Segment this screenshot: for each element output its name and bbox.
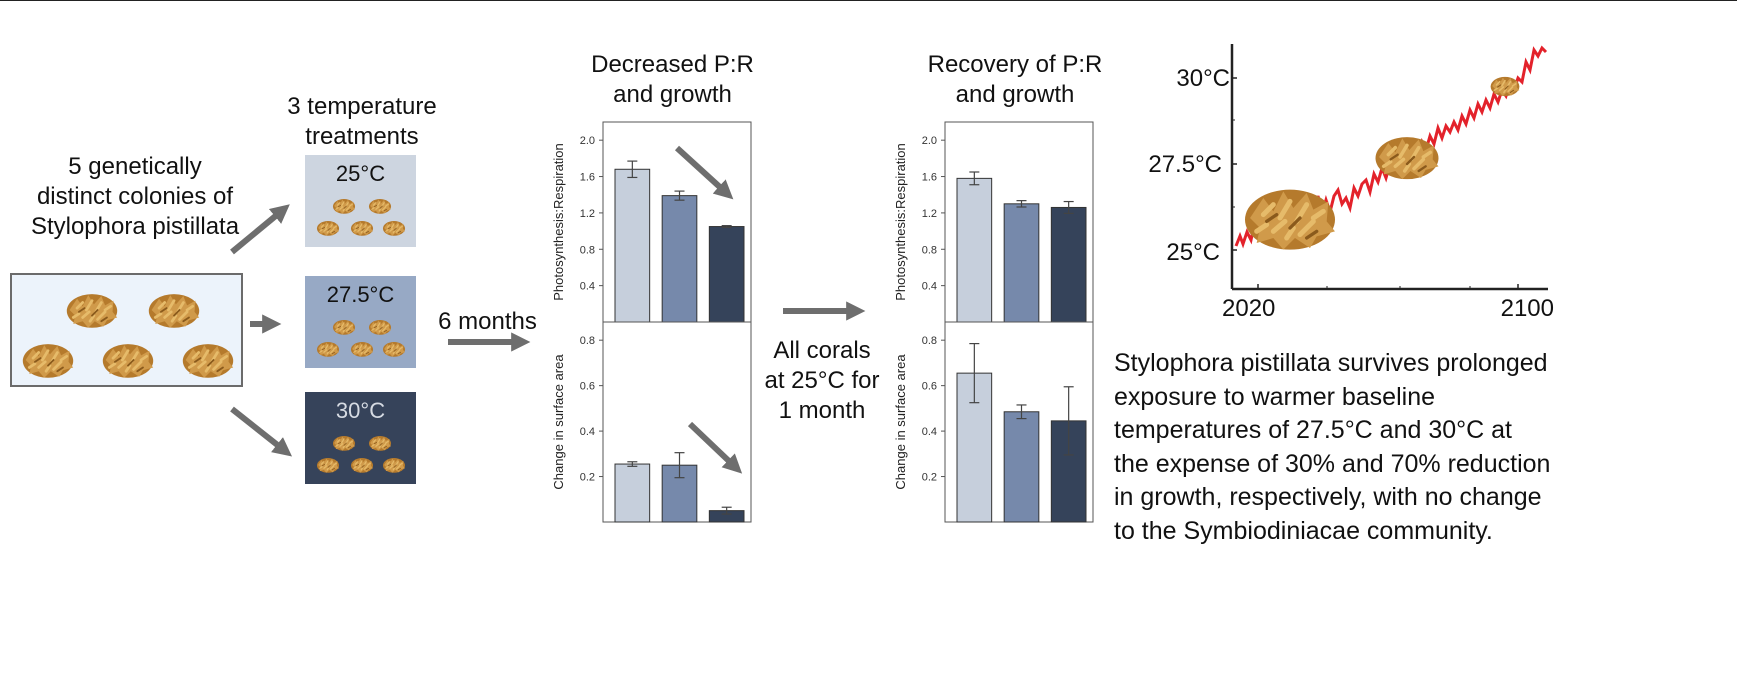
coral-icon-30 (1489, 76, 1521, 97)
y-tick-label: 0.2 (580, 472, 595, 484)
proj-x-2100: 2100 (1500, 295, 1554, 322)
bar-30°C (1050, 206, 1087, 323)
arrow-to-25 (230, 204, 290, 255)
y-axis-label: Photosynthesis:Respiration (551, 143, 566, 301)
y-tick-label: 0.6 (580, 381, 595, 393)
decrease-arrow-pr (674, 145, 734, 200)
summary-text: Stylophora pistillata survives prolonged… (1114, 349, 1551, 545)
arrow-to-30 (230, 406, 293, 457)
chart-pr-6-months: 2.0 1.6 1.2 0.8 0.4 Photosynthesis:Respiratio… (551, 121, 752, 323)
y-tick-label: 0.6 (922, 381, 937, 393)
y-tick-label: 0.4 (922, 426, 937, 438)
treatment-25: 25°C (305, 155, 416, 247)
bar-25°C (614, 168, 651, 323)
y-tick-label: 0.4 (580, 426, 595, 438)
coral-icon-25 (1245, 190, 1335, 250)
y-tick-label: 0.4 (922, 281, 937, 293)
chart-pr-recovery: 2.0 1.6 1.2 0.8 0.4 Photosynthesis:Respiratio… (893, 121, 1094, 323)
y-axis-label: Photosynthesis:Respiration (893, 143, 908, 301)
colonies-label: 5 genetically distinct colonies of Stylo… (30, 153, 240, 240)
proj-y-30: 30°C (1176, 65, 1230, 92)
bar-25°C (956, 177, 993, 323)
y-tick-label: 0.8 (580, 244, 595, 256)
projection-plot (1230, 44, 1548, 291)
top-border (0, 0, 1737, 1)
coral-icon-27-5 (1373, 135, 1441, 181)
y-tick-label: 0.8 (580, 335, 595, 347)
y-axis-label: Change in surface area (551, 354, 566, 490)
y-tick-label: 0.2 (922, 472, 937, 484)
decrease-arrow-growth (687, 421, 743, 474)
y-tick-label: 0.4 (580, 281, 595, 293)
proj-x-2020: 2020 (1222, 295, 1276, 322)
treatment-30: 30°C (305, 392, 416, 484)
recovery-title: Recovery of P:R and growth (927, 51, 1103, 108)
colony-box (10, 273, 243, 387)
duration-label: 6 months (438, 308, 537, 335)
bar-27.5°C (1003, 203, 1040, 323)
proj-y-25: 25°C (1166, 239, 1220, 266)
y-tick-label: 1.2 (580, 208, 595, 220)
y-tick-label: 1.6 (580, 172, 595, 184)
treatment-label: 25°C (335, 161, 386, 186)
y-tick-label: 1.2 (922, 208, 937, 220)
bar-25°C (614, 463, 651, 523)
bar-27.5°C (1003, 411, 1040, 523)
proj-y-27-5: 27.5°C (1148, 151, 1222, 178)
chart-growth-recovery: 0.8 0.6 0.4 0.2 Change in surface area (893, 321, 1094, 523)
y-tick-label: 0.8 (922, 335, 937, 347)
treatment-label: 30°C (335, 398, 386, 423)
bar-27.5°C (661, 195, 698, 323)
y-tick-label: 2.0 (580, 135, 595, 147)
treatments-label: 3 temperature treatments (287, 93, 437, 150)
chart-growth-6-months: 0.8 0.6 0.4 0.2 Change in surface area (551, 321, 752, 523)
y-tick-label: 1.6 (922, 172, 937, 184)
bar-30°C (708, 226, 745, 323)
decreased-title: Decreased P:R and growth (591, 51, 754, 108)
y-tick-label: 0.8 (922, 244, 937, 256)
treatment-label: 27.5°C (326, 282, 395, 307)
recovery-label: All corals at 25°C for 1 month (764, 337, 880, 424)
treatment-27-5: 27.5°C (305, 276, 416, 368)
y-axis-label: Change in surface area (893, 354, 908, 490)
y-tick-label: 2.0 (922, 135, 937, 147)
